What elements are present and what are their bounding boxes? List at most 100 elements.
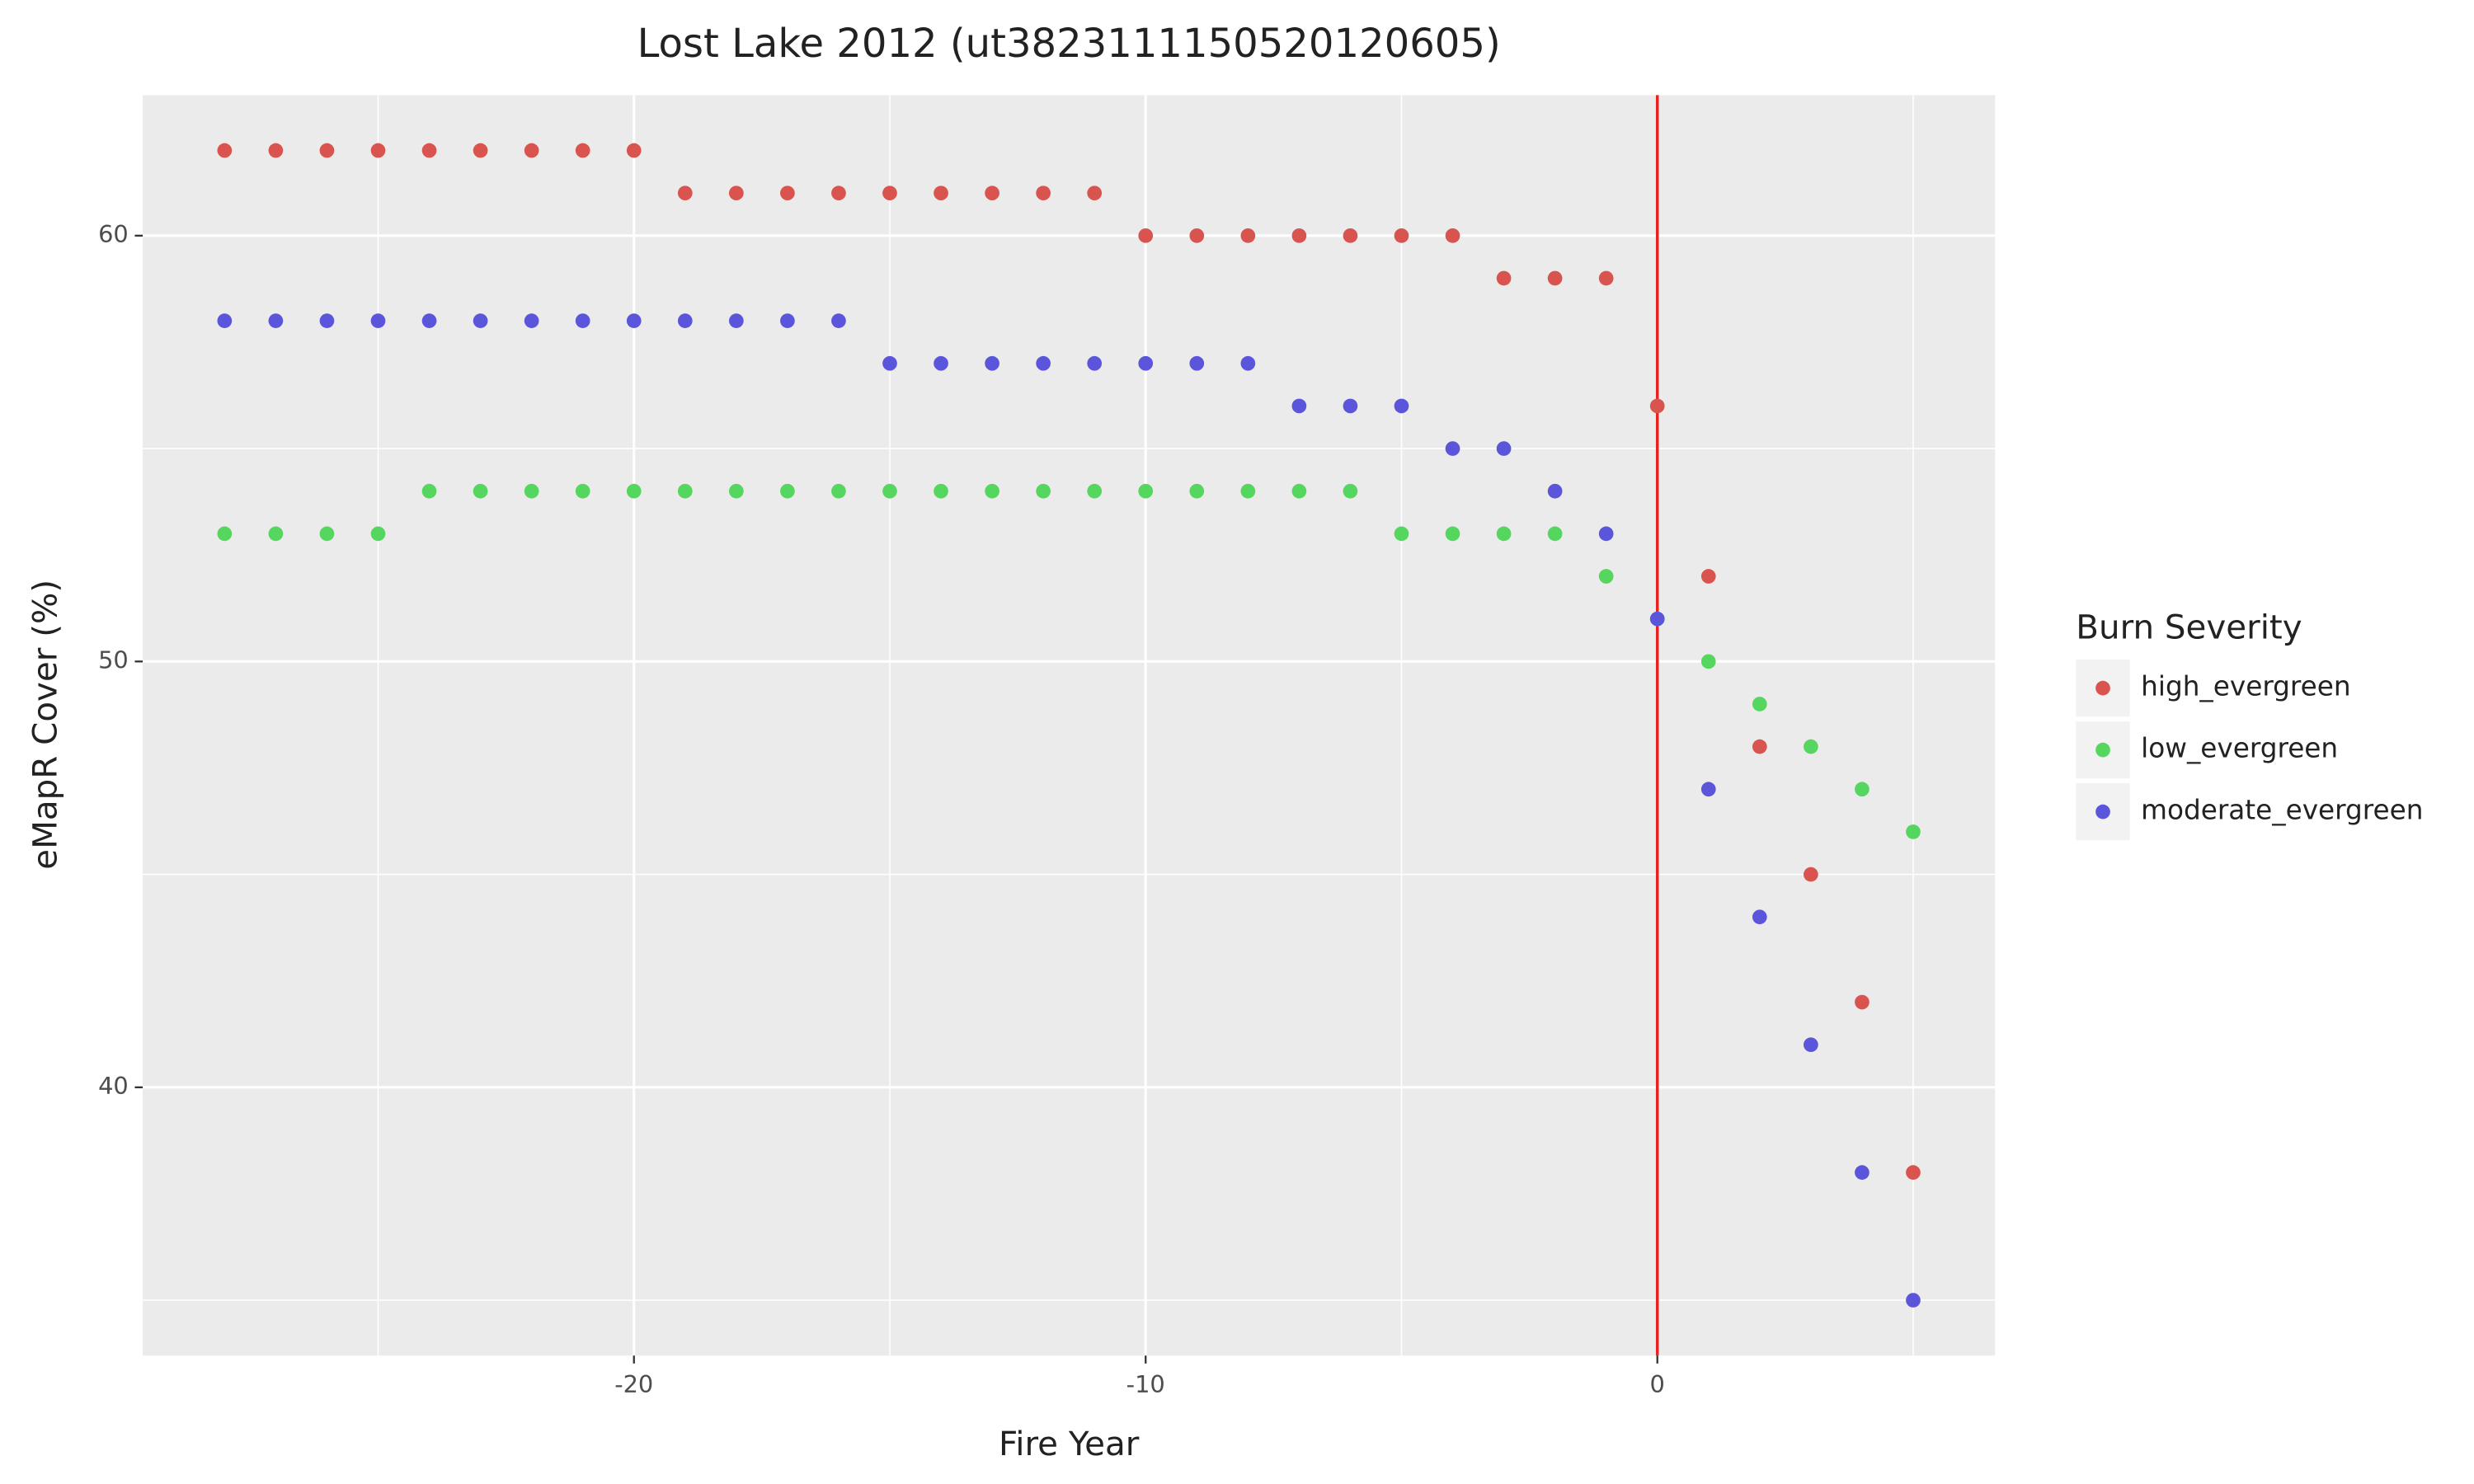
data-point: [934, 355, 948, 371]
x-tick-label: -10: [1126, 1370, 1165, 1398]
data-point: [1036, 483, 1051, 499]
data-point: [1547, 270, 1563, 286]
data-point: [831, 313, 846, 328]
data-point: [1804, 739, 1818, 754]
data-point: [831, 186, 846, 201]
data-point: [831, 483, 846, 499]
data-point: [1752, 739, 1767, 754]
data-point: [780, 483, 795, 499]
data-point: [1496, 270, 1512, 286]
data-point: [268, 526, 284, 542]
data-point: [985, 483, 999, 499]
data-point: [1138, 355, 1154, 371]
data-point: [1700, 569, 1716, 584]
data-point: [524, 143, 539, 158]
data-point: [1240, 355, 1256, 371]
data-point: [575, 313, 590, 328]
data-point: [1906, 1165, 1921, 1180]
data-point: [370, 143, 386, 158]
legend-title: Burn Severity: [2076, 608, 2302, 646]
data-point: [268, 313, 284, 328]
data-point: [1906, 824, 1921, 839]
data-point: [1855, 782, 1870, 797]
data-point: [728, 313, 744, 328]
data-point: [1445, 441, 1460, 456]
y-tick-label: 50: [98, 646, 129, 674]
data-point: [1240, 228, 1256, 243]
data-point: [626, 483, 642, 499]
data-point: [626, 143, 642, 158]
data-point: [524, 483, 539, 499]
data-point: [1855, 994, 1870, 1010]
data-point: [1036, 355, 1051, 371]
data-point: [1087, 355, 1103, 371]
data-point: [370, 526, 386, 542]
data-point: [1804, 1037, 1818, 1053]
data-point: [1496, 526, 1512, 542]
data-point: [575, 143, 590, 158]
y-axis-label: eMapR Cover (%): [26, 580, 65, 870]
data-point: [728, 186, 744, 201]
data-point: [524, 313, 539, 328]
data-point: [319, 313, 335, 328]
chart-title: Lost Lake 2012 (ut3823111150520120605): [637, 21, 1501, 67]
data-point: [1138, 483, 1154, 499]
data-point: [370, 313, 386, 328]
data-point: [1598, 569, 1614, 584]
y-tick-label: 60: [98, 220, 129, 248]
data-point: [1547, 483, 1563, 499]
data-point: [217, 143, 233, 158]
x-axis-label: Fire Year: [999, 1425, 1140, 1463]
legend-label: moderate_evergreen: [2141, 795, 2423, 826]
data-point: [421, 143, 437, 158]
data-point: [268, 143, 284, 158]
y-tick-label: 40: [98, 1072, 129, 1100]
data-point: [319, 526, 335, 542]
data-point: [575, 483, 590, 499]
data-point: [1906, 1293, 1921, 1308]
data-point: [934, 186, 948, 201]
data-point: [1394, 228, 1409, 243]
legend-label: high_evergreen: [2141, 671, 2350, 702]
data-point: [728, 483, 744, 499]
data-point: [1189, 228, 1205, 243]
data-point: [421, 313, 437, 328]
data-point: [1343, 398, 1358, 414]
data-point: [1649, 398, 1665, 414]
data-point: [1700, 782, 1716, 797]
data-point: [1752, 909, 1767, 925]
data-point: [1598, 526, 1614, 542]
data-point: [473, 483, 488, 499]
data-point: [319, 143, 335, 158]
data-point: [1496, 441, 1512, 456]
legend-marker: [2095, 804, 2110, 819]
data-point: [217, 313, 233, 328]
data-point: [1291, 228, 1307, 243]
data-point: [1138, 228, 1154, 243]
data-point: [1394, 398, 1409, 414]
data-point: [473, 313, 488, 328]
data-point: [1343, 228, 1358, 243]
data-point: [1394, 526, 1409, 542]
data-point: [985, 355, 999, 371]
data-point: [1445, 526, 1460, 542]
data-point: [1598, 270, 1614, 286]
legend-marker: [2095, 742, 2110, 758]
data-point: [1752, 697, 1767, 711]
data-point: [1855, 1165, 1870, 1180]
data-point: [1087, 483, 1103, 499]
data-point: [780, 313, 795, 328]
data-point: [934, 483, 948, 499]
legend-marker: [2095, 680, 2110, 696]
data-point: [882, 355, 897, 371]
data-point: [1700, 654, 1716, 669]
x-tick-label: -20: [614, 1370, 653, 1398]
data-point: [677, 483, 693, 499]
data-point: [1343, 483, 1358, 499]
data-point: [882, 483, 897, 499]
data-point: [473, 143, 488, 158]
data-point: [1291, 398, 1307, 414]
data-point: [780, 186, 795, 201]
